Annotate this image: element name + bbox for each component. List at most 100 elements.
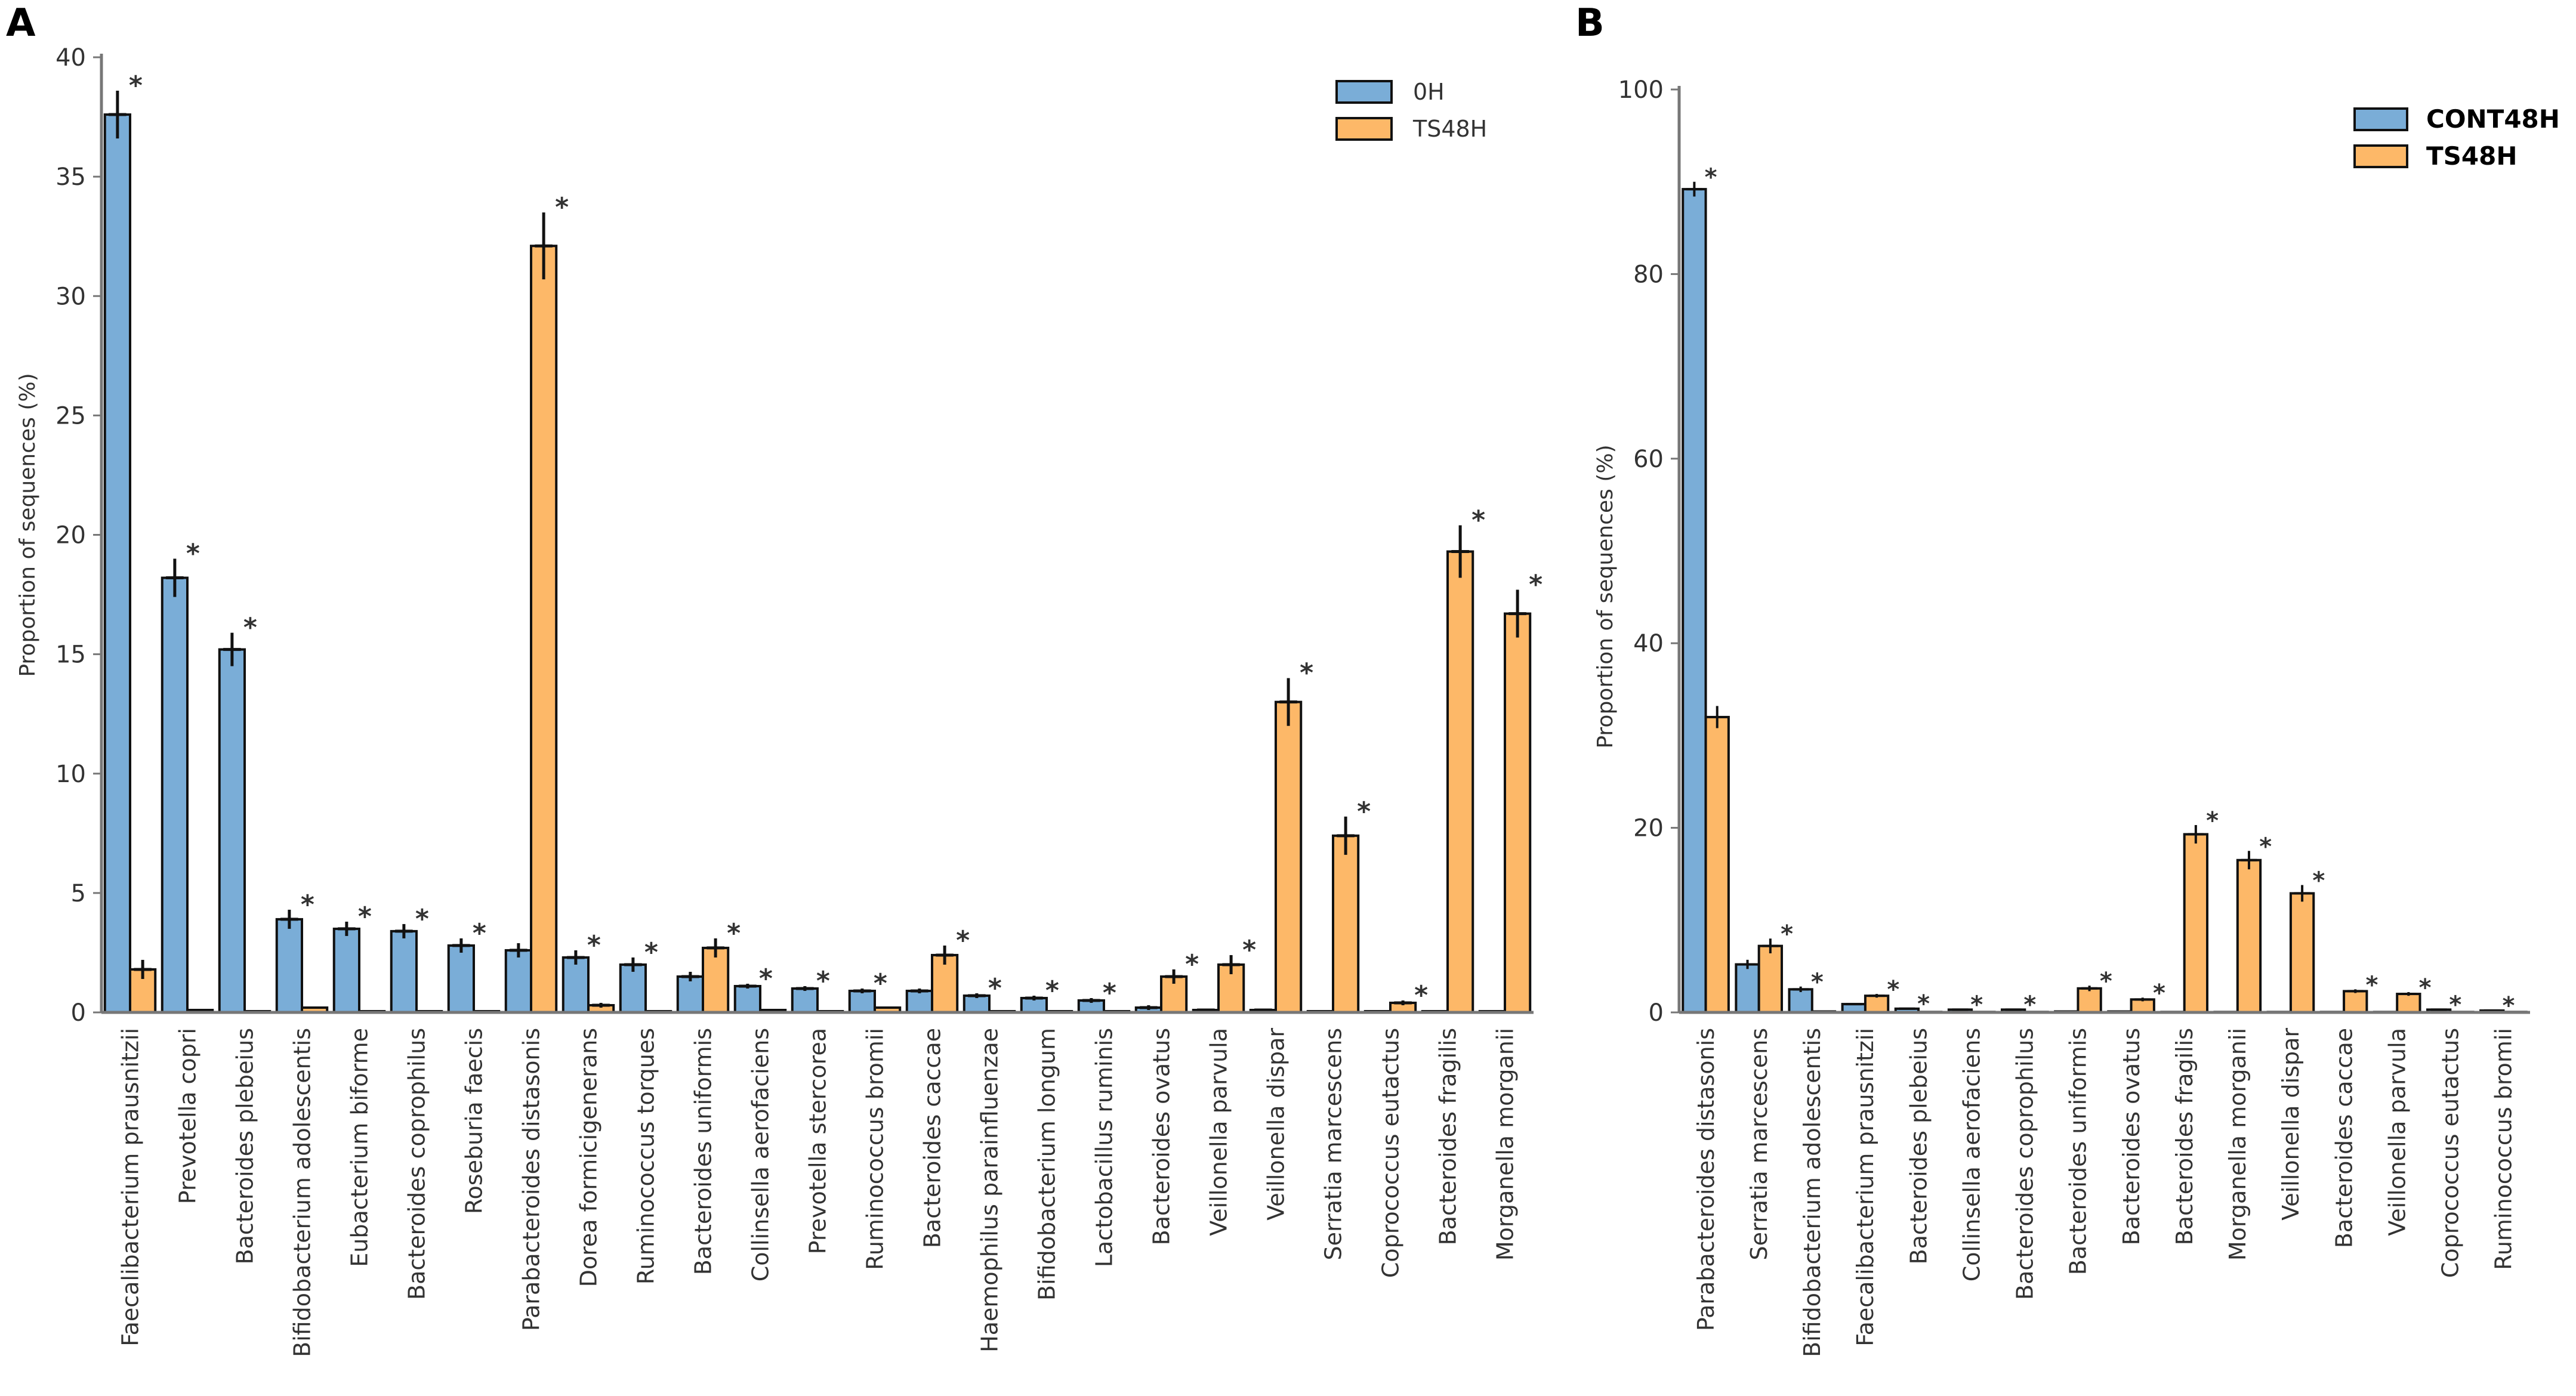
x-tick-label-bacteroides-caccae: Bacteroides caccae	[919, 1028, 945, 1248]
bar-ts48h-serratia-marcescens	[1757, 944, 1784, 1014]
significance-star-bacteroides-fragilis: *	[2206, 807, 2219, 835]
bar-0h-ruminococcus-bromii	[848, 989, 877, 1014]
y-tick-label: 100	[1618, 76, 1664, 104]
significance-star-serratia-marcescens: *	[1781, 921, 1793, 948]
x-tick-label-prevotella-stercorea: Prevotella stercorea	[804, 1028, 831, 1254]
x-tick-label-eubacterium-biforme: Eubacterium biforme	[346, 1028, 372, 1267]
significance-star-bacteroides-uniformis: *	[727, 918, 741, 949]
significance-star-dorea-formicigenerans: *	[587, 930, 601, 960]
x-tick-label-collinsella-aerofaciens: Collinsella aerofaciens	[747, 1028, 773, 1281]
y-tick-label: 80	[1633, 261, 1664, 288]
bar-ts48h-morganella-morganii	[1504, 612, 1532, 1014]
legend-label-ts48h: TS48H	[1412, 116, 1487, 142]
x-tick-label-serratia-marcescens: Serratia marcescens	[1746, 1028, 1772, 1261]
x-tick-label-coprococcus-eutactus: Coprococcus eutactus	[2438, 1028, 2464, 1278]
legend-swatch-cont48h	[2353, 107, 2408, 131]
legend-label-ts48h-b: TS48H	[2426, 141, 2518, 171]
y-tick-label: 40	[55, 44, 86, 72]
x-tick-label-bacteroides-coprophilus: Bacteroides coprophilus	[403, 1028, 430, 1300]
significance-star-ruminococcus-torques: *	[644, 937, 658, 968]
x-tick-label-morganella-morganii: Morganella morganii	[2225, 1028, 2251, 1261]
x-tick-label-veillonella-dispar: Veillonella dispar	[1263, 1028, 1289, 1221]
significance-star-bacteroides-plebeius: *	[243, 613, 257, 643]
bar-ts48h-parabacteroides-distasonis	[530, 245, 558, 1014]
y-tick-label: 5	[71, 880, 86, 907]
x-tick-label-faecalibacterium-prausnitzii: Faecalibacterium prausnitzii	[117, 1028, 143, 1346]
significance-star-bacteroides-ovatus: *	[1185, 949, 1199, 980]
significance-star-bacteroides-caccae: *	[2365, 971, 2378, 999]
x-tick-label-bacteroides-ovatus: Bacteroides ovatus	[1148, 1028, 1174, 1245]
x-tick-label-veillonella-parvula: Veillonella parvula	[2384, 1028, 2410, 1236]
x-tick-label-bifidobacterium-adolescentis: Bifidobacterium adolescentis	[289, 1028, 315, 1357]
significance-star-bifidobacterium-adolescentis: *	[301, 890, 314, 920]
x-tick-label-parabacteroides-distasonis: Parabacteroides distasonis	[1693, 1028, 1719, 1331]
x-tick-label-haemophilus-parainfluenzae: Haemophilus parainfluenzae	[976, 1028, 1002, 1352]
bar-0h-bifidobacterium-adolescentis	[275, 918, 304, 1014]
bar-cont48h-parabacteroides-distasonis	[1682, 188, 1707, 1014]
x-tick-label-bacteroides-ovatus: Bacteroides ovatus	[2118, 1028, 2145, 1245]
x-tick-label-dorea-formicigenerans: Dorea formicigenerans	[575, 1028, 601, 1287]
significance-star-bacteroides-coprophilus: *	[2023, 992, 2036, 1019]
x-tick-label-ruminococcus-bromii: Ruminococcus bromii	[2491, 1028, 2517, 1270]
bar-ts48h-veillonella-dispar	[2289, 892, 2315, 1014]
bar-0h-prevotella-stercorea	[791, 987, 819, 1014]
x-tick-label-ruminococcus-torques: Ruminococcus torques	[633, 1028, 659, 1284]
x-tick-label-bacteroides-uniformis: Bacteroides uniformis	[690, 1028, 716, 1275]
bar-cont48h-bifidobacterium-adolescentis	[1788, 988, 1813, 1014]
x-tick-label-morganella-morganii: Morganella morganii	[1492, 1028, 1518, 1261]
y-tick-label: 0	[1649, 999, 1664, 1027]
bar-ts48h-parabacteroides-distasonis	[1704, 715, 1730, 1014]
bar-0h-haemophilus-parainfluenzae	[962, 994, 991, 1014]
x-tick-label-collinsella-aerofaciens: Collinsella aerofaciens	[1958, 1028, 1985, 1281]
significance-star-parabacteroides-distasonis: *	[555, 192, 569, 223]
significance-star-prevotella-stercorea: *	[816, 966, 830, 996]
bar-ts48h-bacteroides-caccae	[2343, 990, 2368, 1014]
significance-star-veillonella-dispar: *	[1300, 658, 1313, 688]
legend-label-cont48h: CONT48H	[2426, 104, 2560, 134]
bar-ts48h-bacteroides-ovatus	[2130, 998, 2155, 1014]
significance-star-ruminococcus-bromii: *	[874, 968, 887, 999]
bar-cont48h-serratia-marcescens	[1735, 963, 1760, 1014]
significance-star-morganella-morganii: *	[1529, 570, 1542, 600]
x-tick-label-bifidobacterium-longum: Bifidobacterium longum	[1034, 1028, 1060, 1301]
y-tick-label: 25	[55, 402, 86, 430]
bar-ts48h-faecalibacterium-prausnitzii	[1864, 995, 1890, 1014]
panel-b-y-ticks: 0 20 40 60 80 100	[1618, 76, 1679, 1027]
bar-0h-bacteroides-caccae	[905, 989, 934, 1014]
significance-star-veillonella-parvula: *	[2419, 974, 2432, 1002]
significance-star-bacteroides-coprophilus: *	[415, 904, 429, 934]
legend-swatch-ts48h	[1335, 117, 1393, 141]
significance-star-veillonella-dispar: *	[2312, 867, 2325, 895]
panel-a-y-ticks: 0 5 10 15 20 25 30 35 40	[55, 44, 101, 1027]
y-tick-label: 30	[55, 283, 86, 310]
x-tick-label-veillonella-dispar: Veillonella dispar	[2278, 1028, 2304, 1221]
panel-b-bars: *** ** * ** ***** ** *	[1682, 164, 2528, 1020]
x-tick-label-parabacteroides-distasonis: Parabacteroides distasonis	[518, 1028, 544, 1331]
y-tick-label: 35	[55, 163, 86, 191]
panel-b-y-axis-label: Proportion of sequences (%)	[1593, 444, 1618, 748]
x-tick-label-serratia-marcescens: Serratia marcescens	[1320, 1028, 1346, 1261]
bar-ts48h-serratia-marcescens	[1332, 834, 1360, 1014]
x-tick-label-coprococcus-eutactus: Coprococcus eutactus	[1377, 1028, 1403, 1278]
x-tick-label-faecalibacterium-prausnitzii: Faecalibacterium prausnitzii	[1852, 1028, 1878, 1346]
legend-label-0h: 0H	[1413, 79, 1445, 105]
significance-star-morganella-morganii: *	[2259, 833, 2272, 860]
significance-star-faecalibacterium-prausnitzii: *	[129, 70, 143, 101]
bar-ts48h-veillonella-parvula	[2396, 993, 2421, 1014]
significance-star-bifidobacterium-adolescentis: *	[1811, 969, 1824, 996]
legend-swatch-0h	[1335, 80, 1393, 104]
bar-ts48h-bacteroides-uniformis	[702, 946, 730, 1014]
significance-star-serratia-marcescens: *	[1357, 796, 1371, 827]
panel-a-chart: A Proportion of sequences (%) 0 5 10 15 20 25…	[6, 1, 1542, 1357]
panel-b-legend: CONT48H TS48H	[2353, 104, 2560, 171]
x-tick-label-bacteroides-uniformis: Bacteroides uniformis	[2065, 1028, 2091, 1275]
y-tick-label: 10	[55, 761, 86, 788]
bar-0h-dorea-formicigenerans	[562, 956, 590, 1014]
bar-0h-eubacterium-biforme	[332, 927, 361, 1014]
bar-0h-bacteroides-plebeius	[218, 648, 246, 1014]
significance-star-collinsella-aerofaciens: *	[759, 963, 773, 994]
significance-star-lactobacillus-ruminis: *	[1103, 978, 1116, 1008]
significance-star-bifidobacterium-longum: *	[1045, 975, 1059, 1006]
significance-star-roseburia-faecis: *	[473, 918, 486, 949]
